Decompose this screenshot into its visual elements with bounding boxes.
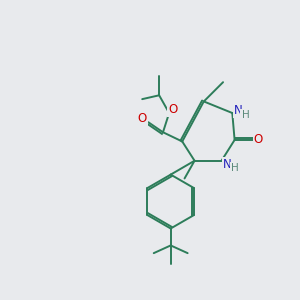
Text: O: O	[254, 134, 263, 146]
Text: O: O	[168, 103, 178, 116]
Text: N: N	[234, 104, 243, 117]
Text: H: H	[231, 164, 239, 173]
Text: O: O	[138, 112, 147, 125]
Text: H: H	[242, 110, 249, 120]
Text: N: N	[223, 158, 232, 171]
